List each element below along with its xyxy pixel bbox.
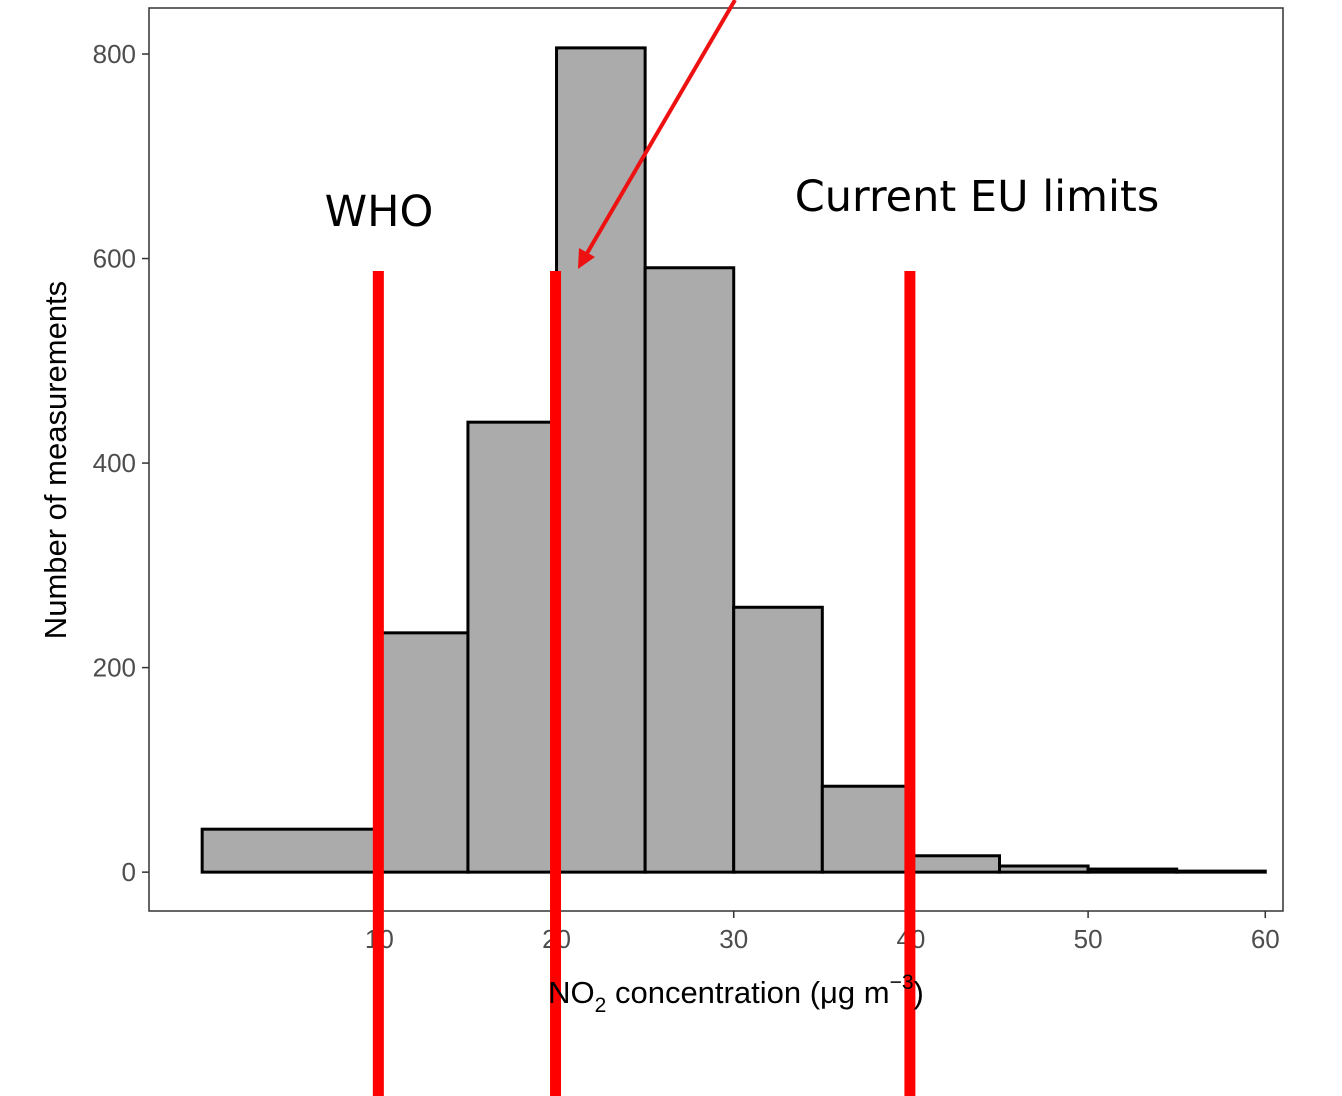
y-tick-label: 0 bbox=[122, 857, 136, 887]
reference-lines bbox=[372, 271, 916, 1096]
x-tick-label: 50 bbox=[1074, 924, 1103, 954]
y-tick-label: 200 bbox=[93, 653, 136, 683]
histogram-bar bbox=[643, 266, 736, 874]
histogram-bar bbox=[732, 605, 824, 874]
histogram-bar bbox=[998, 864, 1090, 874]
y-tick-label: 600 bbox=[93, 244, 136, 274]
x-tick-label: 60 bbox=[1251, 924, 1280, 954]
x-axis: 102030405060 bbox=[365, 911, 1280, 954]
eu-limits-annotation: Current EU limits bbox=[795, 172, 1159, 222]
histogram-bar bbox=[466, 420, 559, 874]
histogram-bar bbox=[820, 784, 913, 874]
who-annotation: WHO bbox=[325, 187, 434, 237]
histogram-bar bbox=[909, 854, 1001, 874]
histogram-bar bbox=[1086, 867, 1179, 874]
y-axis-title: Number of measurements bbox=[38, 281, 73, 639]
histogram-bar bbox=[555, 46, 647, 874]
y-axis: 0 200 400 600 800 bbox=[93, 39, 149, 887]
histogram-bar bbox=[377, 631, 470, 874]
x-tick-label: 30 bbox=[719, 924, 748, 954]
histogram-bar bbox=[1175, 869, 1267, 874]
histogram-bars bbox=[200, 46, 1267, 874]
y-tick-label: 400 bbox=[93, 448, 136, 478]
histogram-bar bbox=[200, 827, 381, 874]
x-axis-title: NO2 concentration (μg m−3) bbox=[548, 971, 924, 1017]
pointer-arrow bbox=[578, 0, 737, 269]
y-tick-label: 800 bbox=[93, 39, 136, 69]
